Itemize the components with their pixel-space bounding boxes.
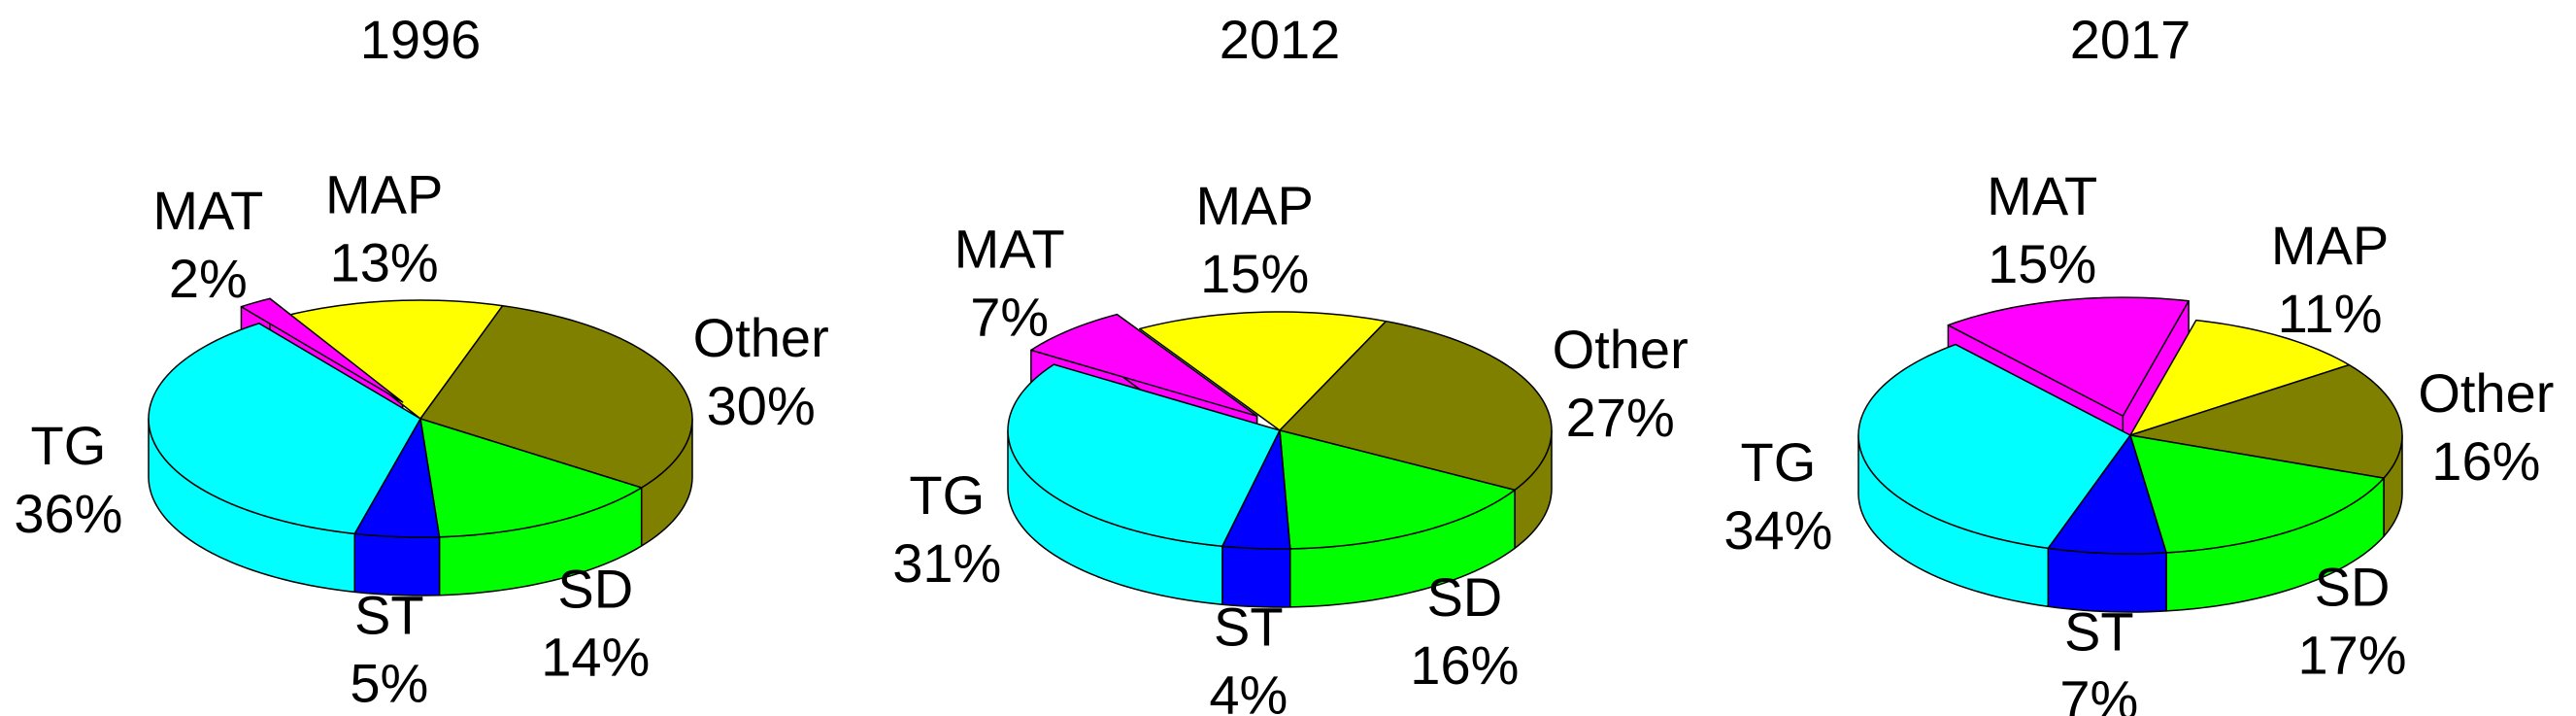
slice-label: MAP <box>2271 215 2389 276</box>
pie-slice <box>148 323 421 535</box>
pie-slice <box>353 418 441 538</box>
pie-slice <box>1007 363 1281 547</box>
pie-slice <box>2129 363 2403 479</box>
pie-slice <box>286 299 504 420</box>
slice-label: MAT <box>1987 165 2097 226</box>
slice-value-label: 31% <box>892 532 1001 594</box>
pie-slice <box>2129 319 2351 436</box>
pie-slice <box>2047 434 2167 555</box>
pie-tops <box>1857 296 2403 555</box>
slice-value-label: 7% <box>2059 668 2138 716</box>
slice-value-label: 16% <box>1410 634 1519 696</box>
slice-label: Other <box>2418 362 2554 424</box>
slice-value-label: 17% <box>2298 625 2407 686</box>
slice-value-label: 15% <box>1988 233 2096 294</box>
slice-label: MAP <box>1196 175 1314 236</box>
slice-value-label: 4% <box>1209 664 1288 716</box>
pie-slice <box>1947 296 2190 417</box>
slice-label: MAP <box>325 164 443 225</box>
slice-value-label: 34% <box>1723 499 1832 561</box>
slice-value-label: 14% <box>541 627 650 688</box>
slice-label: SD <box>2315 557 2391 618</box>
pie-chart: 1996 MAP 13% Other 30% SD 14% ST 5% TG 36% MAT 2% <box>14 9 828 714</box>
pie-labels: MAP 13% Other 30% SD 14% ST 5% TG 36% MAT 2% <box>14 164 828 714</box>
slice-label: MAT <box>152 180 263 241</box>
slice-label: TG <box>1741 431 1817 493</box>
slice-label: TG <box>909 464 985 526</box>
chart-title: 2017 <box>2070 9 2191 70</box>
slice-value-label: 15% <box>1200 243 1309 304</box>
slice-label: MAT <box>954 219 1065 280</box>
pie-slice <box>240 297 404 403</box>
pie-slice <box>1857 343 2131 550</box>
chart-title: 1996 <box>360 9 482 70</box>
pie-slice <box>1221 429 1291 550</box>
slice-value-label: 30% <box>707 375 816 436</box>
slice-value-label: 11% <box>2278 283 2383 344</box>
chart-title: 2012 <box>1220 9 1341 70</box>
slice-label: Other <box>693 307 829 368</box>
pie-slice <box>1139 311 1388 431</box>
slice-label: ST <box>2064 600 2134 662</box>
slice-label: SD <box>557 559 633 620</box>
slice-value-label: 2% <box>169 248 248 309</box>
slice-label: ST <box>1214 596 1284 657</box>
pie-slice <box>1279 429 1516 550</box>
pie-slice <box>419 304 693 489</box>
slice-label: SD <box>1426 566 1502 628</box>
slice-value-label: 7% <box>970 287 1049 348</box>
pie-tops <box>148 297 693 538</box>
slice-value-label: 27% <box>1566 387 1675 448</box>
slice-label: ST <box>354 584 424 645</box>
slice-value-label: 16% <box>2431 430 2540 492</box>
pie-slice <box>419 418 643 538</box>
slice-value-label: 13% <box>330 232 439 293</box>
slice-label: TG <box>31 415 107 476</box>
slice-value-label: 5% <box>350 652 428 713</box>
pie-tops <box>1007 311 1553 550</box>
slice-label: Other <box>1553 319 1689 380</box>
pie-slice <box>2129 434 2385 554</box>
slice-value-label: 36% <box>14 483 122 544</box>
pie-slice <box>1279 320 1553 492</box>
pie-slice <box>1030 313 1258 417</box>
